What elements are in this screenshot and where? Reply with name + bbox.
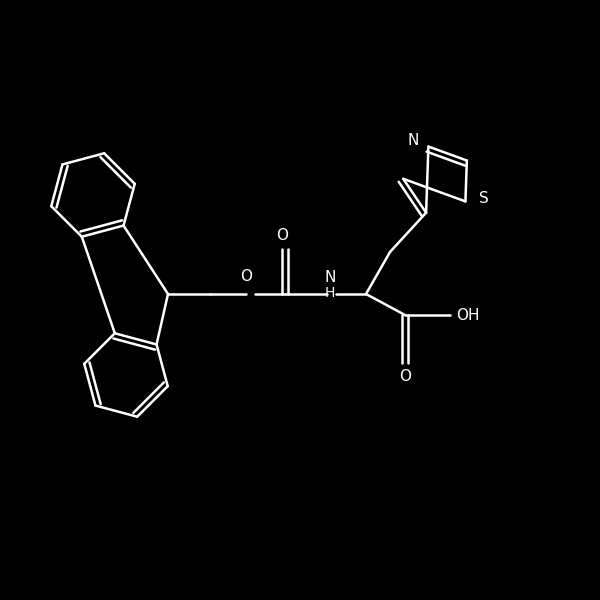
Text: N: N bbox=[408, 133, 419, 148]
Text: N: N bbox=[325, 269, 335, 284]
Text: OH: OH bbox=[456, 307, 480, 323]
Text: O: O bbox=[276, 228, 288, 244]
Text: O: O bbox=[399, 368, 411, 384]
Text: H: H bbox=[325, 286, 335, 300]
Text: O: O bbox=[240, 269, 252, 284]
Text: S: S bbox=[479, 191, 488, 206]
